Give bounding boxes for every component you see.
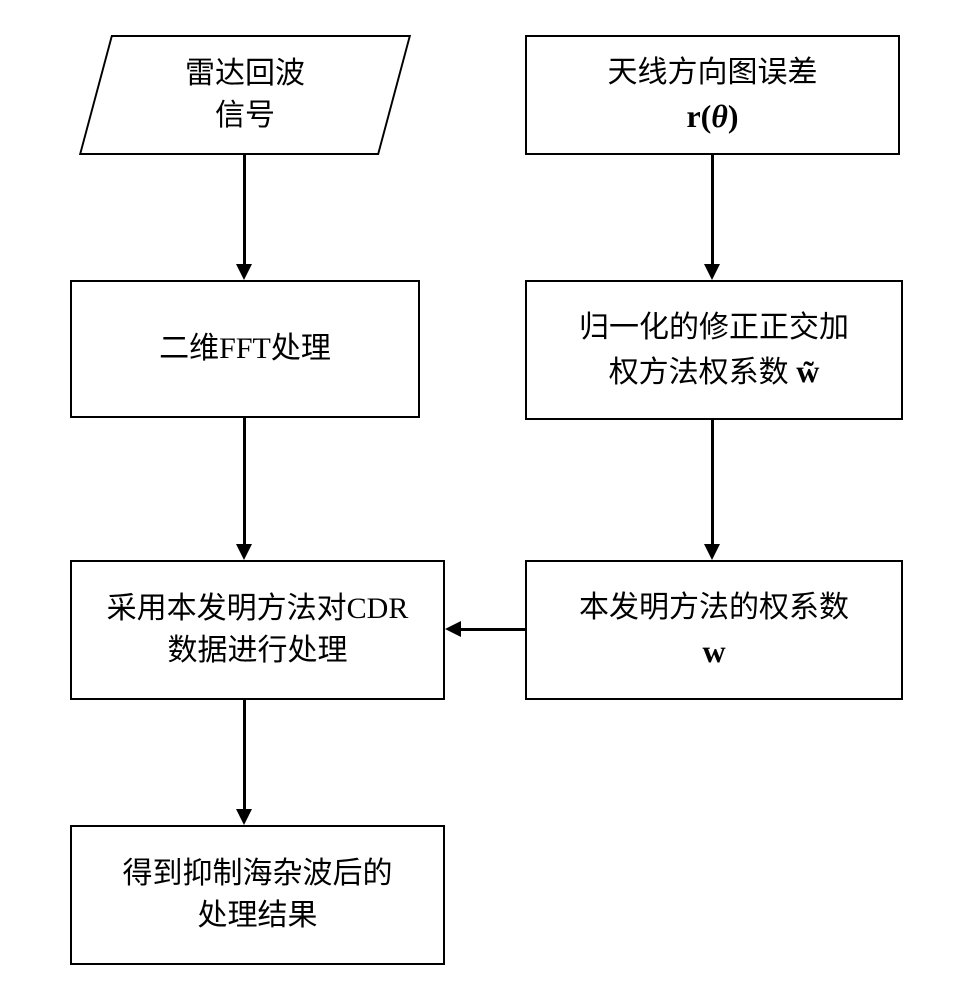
arrow-process-result [243, 700, 246, 810]
input-node: 雷达回波 信号 [79, 35, 411, 155]
method-weights-node: 本发明方法的权系数 w [525, 560, 903, 700]
input-text: 雷达回波 信号 [185, 53, 305, 137]
arrowhead-input-fft [236, 264, 252, 280]
method-weights-text: 本发明方法的权系数 w [579, 587, 849, 674]
arrow-method-process [461, 628, 525, 631]
fft-text: 二维FFT处理 [159, 328, 331, 370]
fft-node: 二维FFT处理 [70, 280, 420, 418]
weights-norm-text: 归一化的修正正交加 权方法权系数 w̃ [579, 307, 849, 394]
arrowhead-method-process [445, 621, 461, 637]
arrowhead-weights-method [704, 544, 720, 560]
result-text: 得到抑制海杂波后的 处理结果 [123, 853, 393, 937]
arrow-error-weights [711, 155, 714, 265]
error-node: 天线方向图误差 r(θ) [525, 35, 900, 155]
arrow-weights-method [711, 420, 714, 545]
process-node: 采用本发明方法对CDR 数据进行处理 [70, 560, 445, 700]
weights-norm-node: 归一化的修正正交加 权方法权系数 w̃ [525, 280, 903, 420]
arrow-input-fft [243, 155, 246, 265]
arrow-fft-process [243, 418, 246, 545]
arrowhead-process-result [236, 809, 252, 825]
arrowhead-error-weights [704, 264, 720, 280]
process-text: 采用本发明方法对CDR 数据进行处理 [107, 588, 409, 672]
error-text: 天线方向图误差 r(θ) [608, 52, 818, 139]
result-node: 得到抑制海杂波后的 处理结果 [70, 825, 445, 965]
arrowhead-fft-process [236, 544, 252, 560]
